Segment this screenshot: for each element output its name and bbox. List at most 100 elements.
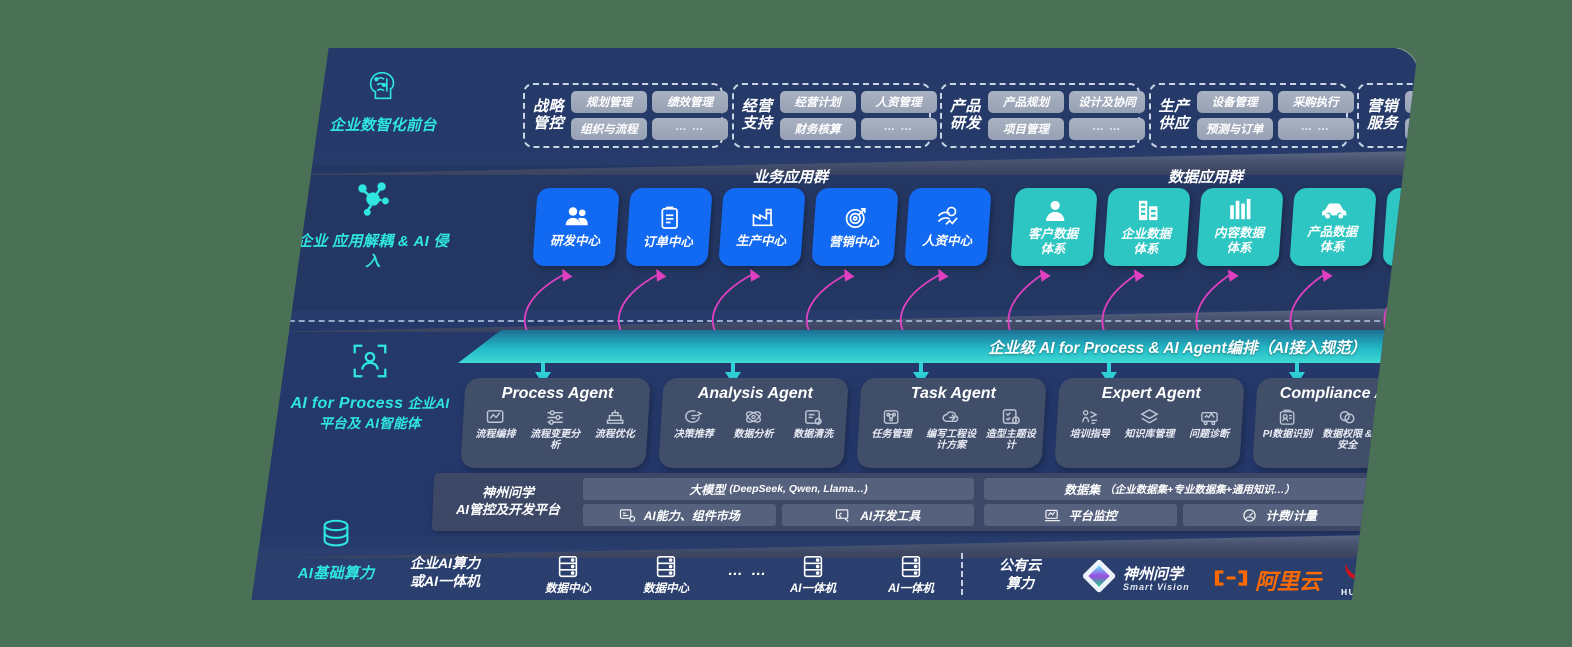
platform-models-bar[interactable]: 大模型 (DeepSeek, Qwen, Llama…) xyxy=(583,478,974,500)
agent-capability[interactable]: 流程优化 xyxy=(587,407,643,451)
platform-dataset-bar[interactable]: 数据集 （企业数据集+专业数据集+通用知识…） xyxy=(984,478,1375,500)
infra-node-datacenter-1[interactable]: 数据中心 xyxy=(533,554,603,597)
infra-node-label: AI一体机 xyxy=(790,583,836,595)
business-app-card-list: 研发中心 订单中心 生产中心 xyxy=(532,188,992,266)
domain-chip[interactable]: 人资管理 xyxy=(860,91,937,113)
domain-chip[interactable]: 绩效管理 xyxy=(652,91,729,113)
user-icon xyxy=(1044,198,1066,222)
agent-capability[interactable]: PI数据识别 xyxy=(1260,407,1316,451)
agent-capability[interactable]: 数据权限 & 安全 xyxy=(1319,407,1375,451)
shield-lock-icon xyxy=(1337,407,1358,427)
infra-node-ai-appliance-2[interactable]: AI一体机 xyxy=(876,554,946,597)
app-card-rd-center[interactable]: 研发中心 xyxy=(532,188,620,266)
app-card-production-center[interactable]: 生产中心 xyxy=(718,188,806,266)
agent-card-analysis[interactable]: Analysis Agent 决策推荐 数据分析 数据清洗 xyxy=(658,378,849,468)
domain-group[interactable]: 战略 管控 规划管理 绩效管理 组织与流程 … … xyxy=(523,83,729,148)
domain-chip[interactable]: 项目管理 xyxy=(988,118,1065,140)
car-icon xyxy=(1319,200,1349,220)
agent-capability[interactable]: 流程变更分析 xyxy=(527,407,583,451)
agent-capability[interactable]: 任务管理 xyxy=(864,407,920,451)
domain-chip[interactable]: 设计及协同 xyxy=(1069,91,1146,113)
infra-node-datacenter-2[interactable]: 数据中心 xyxy=(631,554,701,597)
agent-capability-label: 培训指导 xyxy=(1069,429,1110,440)
aliyun-bracket-icon xyxy=(1213,568,1249,593)
infra-node-ellipsis: … … xyxy=(727,562,769,579)
agent-capability[interactable]: 决策推荐 xyxy=(666,407,722,440)
enterprise-compute-label: 企业AI算力 或AI一体机 xyxy=(410,555,480,589)
domain-chip-more[interactable]: … … xyxy=(1069,118,1146,140)
agent-capability-label: 任务管理 xyxy=(871,429,912,440)
data-card-customer[interactable]: 客户数据 体系 xyxy=(1010,188,1098,266)
platform-name-line1: 神州问学 xyxy=(481,485,534,501)
infra-node-ai-appliance-1[interactable]: AI一体机 xyxy=(778,554,848,597)
agent-capability-label: 流程优化 xyxy=(594,429,635,440)
domain-chip-more[interactable]: … … xyxy=(860,118,937,140)
agent-capability[interactable]: 合规预警 xyxy=(1379,407,1418,451)
vendor-logo-huawei[interactable]: HUAWEI xyxy=(1341,556,1384,597)
data-card-enterprise[interactable]: 企业数据 体系 xyxy=(1103,188,1191,266)
design-check-icon xyxy=(1000,407,1021,427)
platform-devtool-bar[interactable]: AI开发工具 xyxy=(781,504,974,526)
database-icon xyxy=(261,516,411,558)
app-card-hr-center[interactable]: 人资中心 xyxy=(904,188,992,266)
agent-card-expert[interactable]: Expert Agent 培训指导 知识库管理 问题诊断 xyxy=(1054,378,1245,468)
agent-capability-label: 流程变更分析 xyxy=(530,429,581,452)
domain-chip[interactable]: 财务核算 xyxy=(779,118,856,140)
agent-title: Compliance Agent xyxy=(1279,385,1418,402)
data-card-content[interactable]: 内容数据 体系 xyxy=(1196,188,1284,266)
agent-card-task[interactable]: Task Agent 任务管理 编写工程设计方案 造型主题设计 xyxy=(856,378,1047,468)
agent-card-process[interactable]: Process Agent 流程编排 流程变更分析 流程优化 xyxy=(460,378,651,468)
domain-chip[interactable]: 整车物流 xyxy=(1405,118,1418,140)
agent-capability[interactable]: 数据分析 xyxy=(726,407,782,440)
app-card-marketing-center[interactable]: 营销中心 xyxy=(811,188,899,266)
agent-capability-label: 知识库管理 xyxy=(1124,429,1175,440)
layers-opt-icon xyxy=(604,407,625,427)
rail-label-text-2: & AI 侵入 xyxy=(365,233,449,270)
domain-group[interactable]: 产品 研发 产品规划 设计及协同 项目管理 … … xyxy=(940,83,1146,148)
domain-chip[interactable]: 产品规划 xyxy=(988,91,1065,113)
agent-capability[interactable]: 编写工程设计方案 xyxy=(923,407,979,451)
app-card-label: 营销中心 xyxy=(828,234,879,249)
domain-group-list: 战略 管控 规划管理 绩效管理 组织与流程 … … 经营 支持 经营计划 人资管… xyxy=(523,83,1418,148)
data-card-product[interactable]: 产品数据 体系 xyxy=(1289,188,1377,266)
rail-label-ai-compute: AI基础算力 xyxy=(261,516,411,584)
domain-group-title: 产品 研发 xyxy=(950,97,982,132)
agent-capability-label: 数据分析 xyxy=(733,429,774,440)
platform-billing-bar[interactable]: 计费/计量 xyxy=(1182,504,1375,526)
app-card-label: 订单中心 xyxy=(642,234,693,249)
agent-capability[interactable]: 造型主题设计 xyxy=(983,407,1039,451)
app-card-label: 人资中心 xyxy=(921,234,972,249)
agent-capability[interactable]: 知识库管理 xyxy=(1122,407,1178,440)
agent-card-compliance[interactable]: Compliance Agent PI数据识别 数据权限 & 安全 合规预 xyxy=(1252,378,1418,468)
agent-capability-label: 合规预警 xyxy=(1386,429,1418,440)
domain-group[interactable]: 生产 供应 设备管理 采购执行 预测与订单 … … xyxy=(1148,83,1354,148)
ai-orchestration-band: 企业级 AI for Process & AI Agent编排（AI接入规范） xyxy=(458,330,1398,363)
domain-chip[interactable]: 设备管理 xyxy=(1196,91,1273,113)
vendor-logo-smartvision[interactable]: 神州问学 Smart Vision xyxy=(1082,559,1190,599)
data-card-label: 产品数据 体系 xyxy=(1307,224,1358,254)
agent-capability[interactable]: 问题诊断 xyxy=(1181,407,1237,440)
domain-chip-more[interactable]: … … xyxy=(1277,118,1354,140)
server-icon xyxy=(555,554,581,580)
agent-capability-label: 决策推荐 xyxy=(673,429,714,440)
app-card-label: 研发中心 xyxy=(549,234,600,249)
domain-chip[interactable]: 市场营销 xyxy=(1405,91,1418,113)
data-card-marketing[interactable]: 营销数据 体系 xyxy=(1382,188,1418,266)
infra-node-label: 数据中心 xyxy=(545,583,591,595)
domain-group[interactable]: 经营 支持 经营计划 人资管理 财务核算 … … xyxy=(731,83,937,148)
domain-chip[interactable]: 规划管理 xyxy=(571,91,648,113)
agent-capability[interactable]: 培训指导 xyxy=(1062,407,1118,440)
cloud-divider xyxy=(961,553,963,595)
domain-chip[interactable]: 采购执行 xyxy=(1277,91,1354,113)
vendor-logo-aliyun[interactable]: 阿里云 xyxy=(1213,564,1321,596)
domain-group[interactable]: 营销 服务 市场营销 客户关系 整车物流 … … xyxy=(1357,83,1418,148)
domain-chip[interactable]: 组织与流程 xyxy=(571,118,648,140)
domain-chip[interactable]: 预测与订单 xyxy=(1196,118,1273,140)
agent-capability[interactable]: 流程编排 xyxy=(468,407,524,451)
app-card-order-center[interactable]: 订单中心 xyxy=(625,188,713,266)
platform-market-bar[interactable]: AI能力、组件市场 xyxy=(583,504,776,526)
platform-monitor-bar[interactable]: 平台监控 xyxy=(984,504,1177,526)
domain-chip[interactable]: 经营计划 xyxy=(779,91,856,113)
domain-chip-more[interactable]: … … xyxy=(652,118,729,140)
agent-capability[interactable]: 数据清洗 xyxy=(785,407,841,440)
